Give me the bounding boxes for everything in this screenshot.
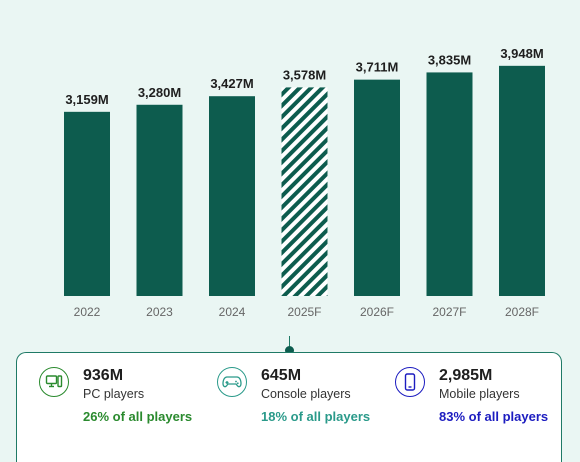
connector-line [289,336,290,352]
bar-value-label: 3,835M [428,52,471,67]
bar-value-label: 3,711M [356,60,399,75]
segment-value: 645M [261,367,302,384]
player-segments-panel: 936M PC players 26% of all players 645M … [16,352,562,462]
x-tick-label: 2025F [287,305,321,319]
segment-value: 936M [83,367,124,384]
x-tick-label: 2028F [505,305,539,319]
x-tick-label: 2026F [360,305,394,319]
x-tick-label: 2027F [432,305,466,319]
bar-value-label: 3,948M [500,46,543,61]
bar-2025f [281,87,328,296]
segment-share: 26% of all players [83,409,193,424]
gamepad-icon [217,367,247,397]
segment-name: Console players [261,387,351,401]
bar-chart: 3,159M 2022 3,280M 2023 3,427M 2024 3,578M 2025… [64,46,545,319]
bar-value-label: 3,427M [210,76,253,91]
segment-name: PC players [83,387,145,401]
bar-value-label: 3,280M [138,85,181,100]
bar-2028f [499,65,545,296]
bar-2026f [354,79,400,296]
bar-2022 [64,111,110,297]
bar-2023 [136,104,183,296]
segment-value: 2,985M [439,367,493,384]
bar-2024 [209,96,255,296]
x-tick-label: 2023 [146,305,173,319]
bar-value-label: 3,159M [65,92,108,107]
bar-2027f [426,72,473,297]
mobile-icon [395,367,425,397]
connector-dot [285,346,294,355]
pc-icon [39,367,69,397]
segment-share: 18% of all players [261,409,371,424]
x-tick-label: 2022 [74,305,101,319]
x-tick-label: 2024 [219,305,246,319]
segment-share: 83% of all players [439,409,549,424]
segment-name: Mobile players [439,387,520,401]
bar-value-label: 3,578M [283,67,326,82]
